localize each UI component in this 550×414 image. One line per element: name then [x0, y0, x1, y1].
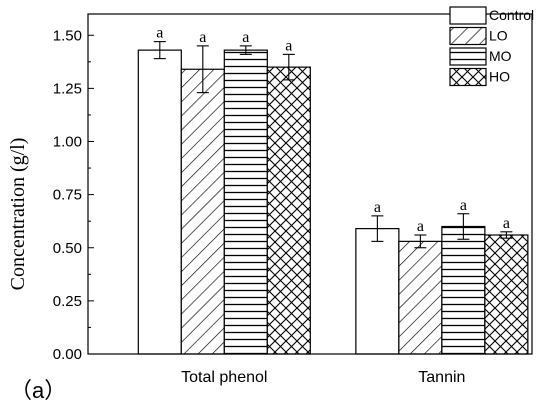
error-bars-layer [153, 41, 513, 249]
bar-lo [180, 68, 225, 355]
panel-label: （a） [10, 378, 66, 403]
bars-layer [137, 49, 529, 355]
y-tick-label: 0.50 [53, 240, 82, 257]
significance-label: a [242, 29, 249, 46]
legend-swatch-control [449, 6, 487, 25]
y-tick-label: 1.50 [53, 27, 82, 44]
significance-label: a [199, 29, 206, 46]
bar-ho [266, 66, 311, 355]
bar-ho [484, 234, 529, 355]
y-tick-label: 0.25 [53, 293, 82, 310]
significance-label: a [460, 197, 467, 214]
significance-label: a [503, 215, 510, 232]
bar-control [137, 49, 182, 355]
significance-label: a [374, 199, 381, 216]
y-tick-label: 0.00 [53, 346, 82, 363]
bar-control [355, 228, 400, 355]
legend-swatch-ho [449, 67, 487, 87]
y-tick-label: 1.00 [53, 134, 82, 151]
significance-label: a [285, 37, 292, 54]
y-tick-label: 1.25 [53, 80, 82, 97]
bar-lo [398, 240, 443, 355]
significance-label: a [417, 218, 424, 235]
legend-label-ho: HO [489, 69, 510, 85]
x-axis-ticks: Total phenol Tannin [181, 349, 465, 386]
bar-mo [441, 225, 486, 355]
legend[interactable]: Control LO MO HO [449, 6, 534, 87]
legend-swatch-lo [449, 26, 487, 46]
y-axis-title: Concentration (g/l) [7, 138, 29, 291]
legend-label-lo: LO [489, 28, 508, 44]
significance-labels-layer: a a a a a a a a [156, 25, 510, 235]
significance-label: a [156, 25, 163, 42]
legend-swatch-mo [449, 47, 487, 66]
bar-mo [223, 49, 268, 355]
y-tick-label: 0.75 [53, 187, 82, 204]
x-category-label: Tannin [418, 369, 465, 386]
plot-frame [87, 13, 533, 355]
legend-label-control: Control [489, 7, 534, 23]
legend-label-mo: MO [489, 48, 512, 64]
x-category-label: Total phenol [181, 369, 267, 386]
y-axis-ticks: 0.00 0.25 0.50 0.75 1.00 1.25 1.50 [53, 27, 94, 363]
